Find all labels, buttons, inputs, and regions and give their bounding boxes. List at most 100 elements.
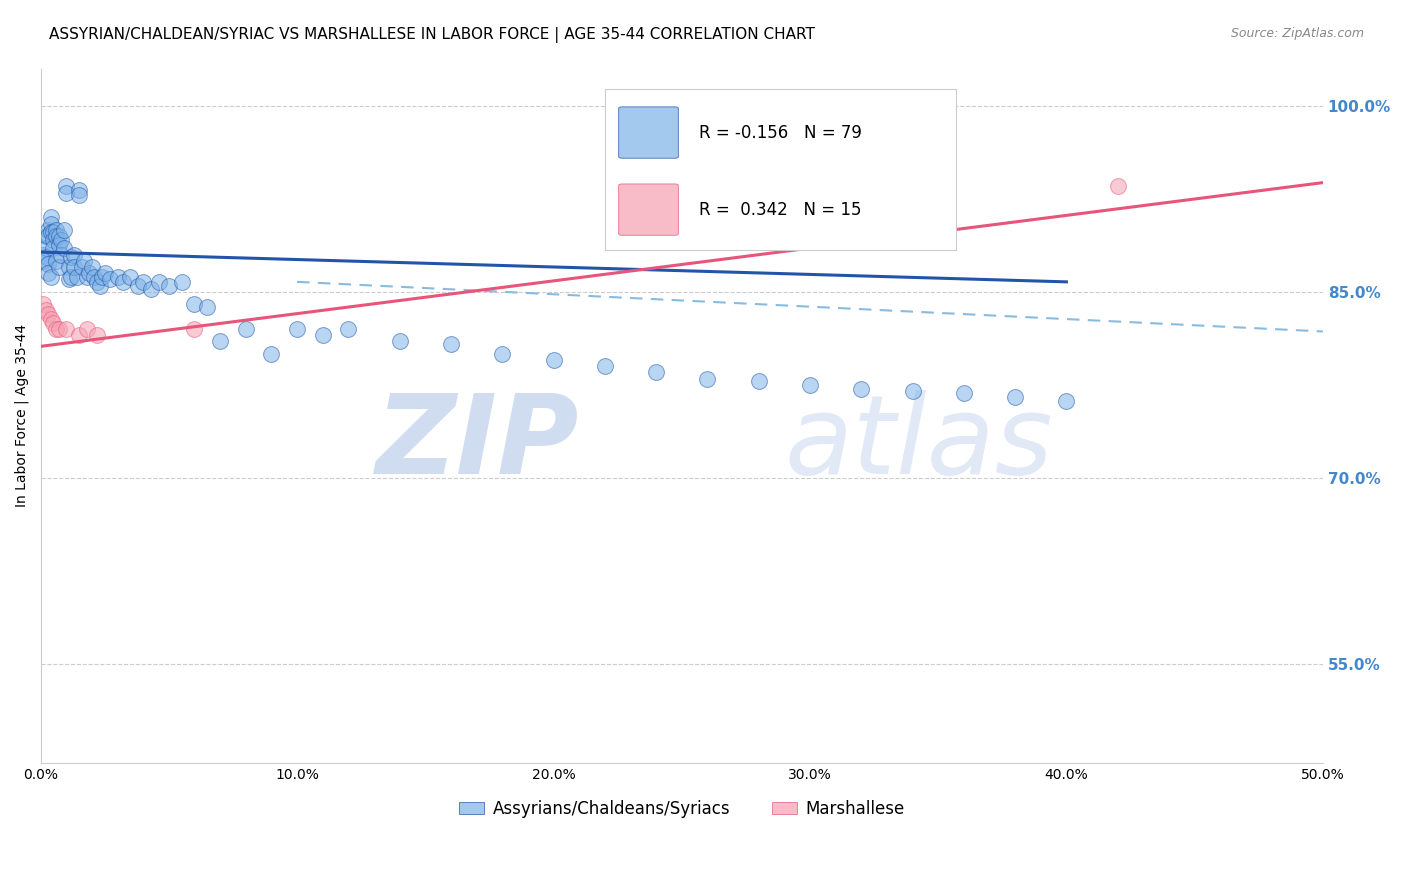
Point (1054, 393, 1077, 408)
Point (748, 374, 770, 388)
Point (157, 278, 180, 293)
Point (120, 269, 142, 284)
Point (80, 260, 103, 274)
Point (35, 250, 58, 264)
Point (696, 371, 718, 385)
Point (42, 316, 65, 330)
Point (132, 275, 155, 289)
Point (91, 269, 114, 284)
Point (183, 322, 205, 336)
Point (89, 278, 111, 293)
Point (37, 258, 59, 272)
Point (70, 260, 93, 274)
FancyBboxPatch shape (619, 184, 678, 235)
Point (83, 269, 105, 284)
Point (183, 297, 205, 311)
Point (55, 186, 77, 200)
Point (799, 377, 821, 392)
Point (953, 386, 976, 401)
Point (851, 382, 873, 396)
Point (148, 275, 170, 289)
Point (901, 384, 924, 398)
Text: atlas: atlas (785, 390, 1053, 497)
Point (440, 337, 463, 351)
Point (337, 322, 360, 336)
Point (35, 303, 58, 318)
Point (76, 269, 98, 284)
Point (388, 334, 411, 349)
Point (48, 322, 70, 336)
Point (45, 223, 67, 237)
Point (55, 322, 77, 336)
Point (86, 328, 108, 343)
Point (260, 347, 283, 361)
Point (60, 250, 83, 264)
Point (39, 217, 62, 231)
Point (55, 179, 77, 194)
Point (58, 272, 80, 286)
Point (1107, 179, 1129, 194)
Point (209, 334, 232, 349)
Point (491, 347, 513, 361)
Point (48, 237, 70, 252)
Text: Source: ZipAtlas.com: Source: ZipAtlas.com (1230, 27, 1364, 40)
Point (45, 322, 67, 336)
Point (39, 312, 62, 326)
Point (49, 233, 72, 247)
Point (37, 266, 59, 280)
Point (195, 300, 218, 314)
Point (107, 269, 129, 284)
Point (39, 225, 62, 239)
Point (1004, 390, 1026, 404)
Point (127, 278, 149, 293)
Legend: Assyrians/Chaldeans/Syriacs, Marshallese: Assyrians/Chaldeans/Syriacs, Marshallese (453, 793, 911, 824)
Point (32, 247, 55, 261)
Point (645, 366, 668, 380)
Point (45, 229, 67, 244)
Point (32, 297, 55, 311)
Point (37, 223, 59, 237)
Point (60, 269, 83, 284)
Point (73, 253, 96, 268)
Point (593, 359, 616, 374)
Point (39, 269, 62, 284)
Point (93, 266, 115, 280)
FancyBboxPatch shape (619, 107, 678, 158)
Point (111, 275, 134, 289)
Point (139, 282, 162, 296)
Point (52, 223, 75, 237)
Point (67, 188, 90, 202)
Point (543, 353, 565, 368)
Point (285, 322, 308, 336)
Point (49, 247, 72, 261)
Point (42, 241, 65, 255)
Point (35, 241, 58, 255)
Y-axis label: In Labor Force | Age 35-44: In Labor Force | Age 35-44 (15, 325, 30, 508)
Point (37, 307, 59, 321)
Point (98, 272, 121, 286)
Point (35, 229, 58, 244)
Point (37, 229, 59, 244)
Point (79, 266, 101, 280)
Point (76, 322, 98, 336)
Point (63, 247, 86, 261)
Point (42, 233, 65, 247)
Point (67, 183, 90, 197)
Point (86, 275, 108, 289)
Point (39, 211, 62, 225)
Point (312, 328, 335, 343)
Point (52, 241, 75, 255)
Point (65, 269, 87, 284)
Point (48, 229, 70, 244)
Point (170, 275, 193, 289)
Point (45, 253, 67, 268)
Point (63, 260, 86, 274)
Point (48, 260, 70, 274)
Point (58, 260, 80, 274)
Point (235, 322, 257, 336)
Point (32, 253, 55, 268)
Text: R = -0.156   N = 79: R = -0.156 N = 79 (700, 124, 862, 142)
Point (67, 328, 90, 343)
Text: ZIP: ZIP (375, 390, 579, 497)
Text: ASSYRIAN/CHALDEAN/SYRIAC VS MARSHALLESE IN LABOR FORCE | AGE 35-44 CORRELATION C: ASSYRIAN/CHALDEAN/SYRIAC VS MARSHALLESE … (49, 27, 815, 43)
